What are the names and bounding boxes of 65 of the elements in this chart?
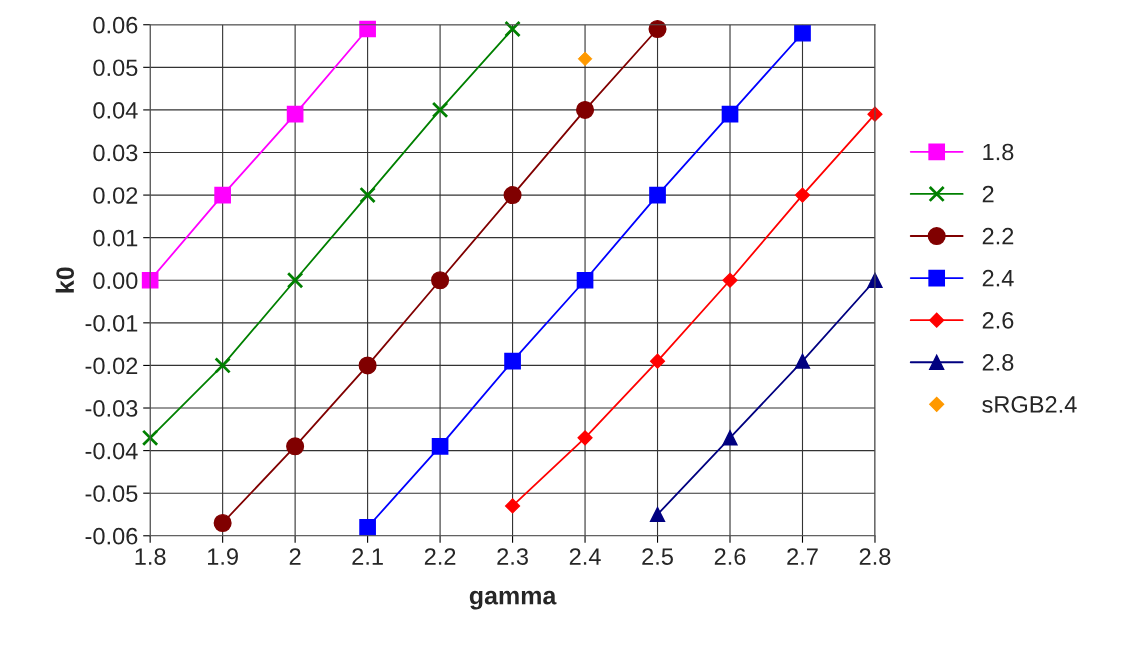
- y-tick-label: 0.01: [93, 229, 138, 247]
- point: [794, 353, 811, 369]
- point: [431, 101, 449, 119]
- point: [503, 186, 522, 205]
- point: [648, 19, 667, 39]
- y-tick-label: 0.02: [93, 187, 138, 204]
- point: [141, 429, 159, 447]
- point: [431, 438, 449, 455]
- point: [576, 271, 594, 289]
- point: [576, 100, 595, 119]
- point: [286, 271, 304, 289]
- point: [359, 20, 376, 38]
- point: [214, 186, 231, 204]
- point: [141, 271, 159, 289]
- y-tick-label: -0.04: [85, 442, 138, 460]
- point: [286, 105, 304, 123]
- y-tick-label: -0.02: [85, 357, 138, 375]
- x-axis-title: gamma: [469, 590, 557, 610]
- x-tick-label: 2.8: [859, 548, 891, 565]
- legend-label: 2.6: [982, 311, 1014, 329]
- legend-label: sRGB2.4: [982, 396, 1077, 413]
- x-tick-label: 2.1: [352, 548, 383, 565]
- x-tick-label: 2.2: [424, 548, 456, 565]
- point: [577, 430, 593, 446]
- point: [359, 518, 376, 536]
- point: [431, 271, 450, 290]
- point: [649, 186, 666, 204]
- point: [504, 20, 521, 38]
- point: [504, 498, 521, 514]
- point: [213, 513, 232, 533]
- x-tick-label: 2.3: [497, 548, 528, 565]
- point: [286, 437, 305, 456]
- y-tick-label: 0.00: [93, 272, 138, 290]
- point: [214, 357, 231, 374]
- x-tick-label: 2.7: [787, 548, 818, 565]
- point: [359, 186, 376, 204]
- point: [722, 430, 738, 446]
- y-axis-title: k0: [55, 267, 75, 293]
- legend-label: 2: [982, 185, 994, 203]
- point: [794, 187, 811, 203]
- x-tick-label: 2: [289, 548, 301, 565]
- x-tick-label: 2.4: [569, 548, 601, 565]
- y-tick-label: -0.05: [85, 485, 138, 502]
- point: [721, 105, 739, 123]
- y-tick-label: 0.03: [93, 144, 138, 162]
- y-tick-label: 0.05: [93, 59, 138, 77]
- legend-label: 2.8: [982, 354, 1014, 371]
- point: [794, 24, 811, 42]
- x-tick-label: 1.9: [208, 548, 238, 565]
- x-tick-label: 1.8: [135, 548, 166, 565]
- y-tick-label: -0.06: [85, 527, 138, 545]
- x-tick-label: 2.5: [642, 548, 673, 565]
- x-tick-label: 2.6: [714, 548, 746, 565]
- point: [649, 506, 666, 523]
- y-tick-label: -0.01: [85, 314, 138, 332]
- y-tick-label: 0.06: [93, 16, 138, 34]
- legend-label: 2.2: [982, 227, 1014, 245]
- y-tick-label: 0.04: [93, 101, 138, 119]
- y-tick-label: -0.03: [85, 400, 138, 417]
- legend-label: 1.8: [983, 143, 1014, 161]
- point: [504, 352, 521, 370]
- point: [722, 272, 738, 288]
- point: [649, 353, 666, 369]
- legend-label: 2.4: [982, 269, 1014, 287]
- point: [358, 356, 377, 375]
